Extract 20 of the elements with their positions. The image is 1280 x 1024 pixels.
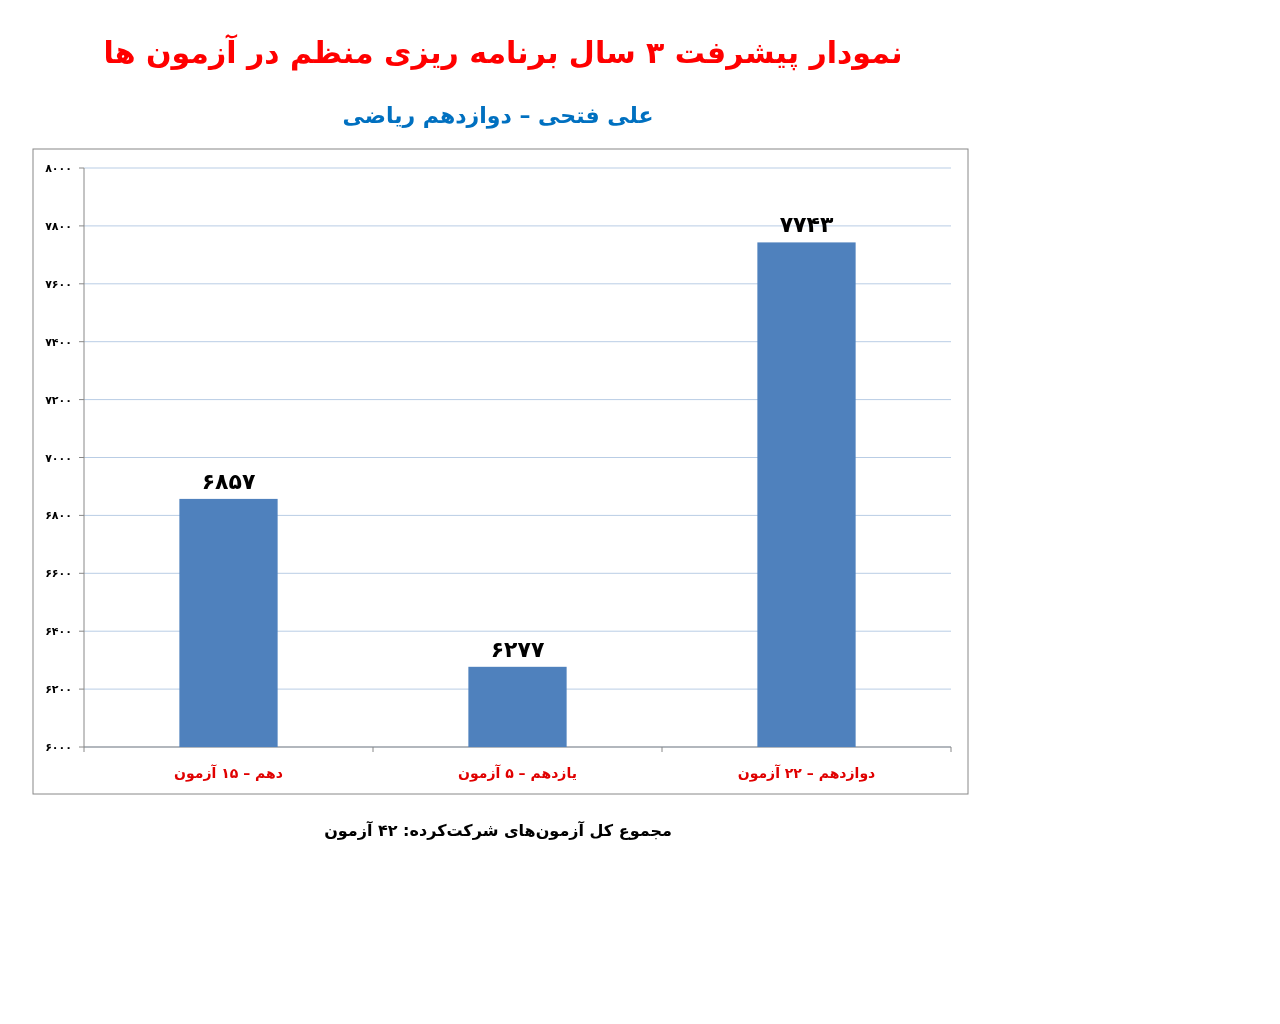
chart-title: نمودار پیشرفت ۳ سال برنامه ریزی منظم در آزمون ها bbox=[103, 34, 903, 71]
y-tick-label: ۶۰۰۰ bbox=[45, 741, 72, 754]
data-label: ۶۸۵۷ bbox=[201, 468, 256, 494]
text: مجموع کل آزمون‌های شرکت‌کرده: ۴۲ آزمون bbox=[324, 820, 672, 840]
data-label: ۷۷۴۳ bbox=[779, 212, 834, 238]
y-tick-label: ۶۴۰۰ bbox=[45, 625, 72, 639]
y-tick-label: ۷۲۰۰ bbox=[45, 393, 72, 407]
x-tick-label: دهم – ۱۵ آزمون bbox=[174, 764, 283, 782]
y-tick-label: ۷۸۰۰ bbox=[45, 219, 72, 233]
chart-subtitle: علی فتحی – دوازدهم ریاضی bbox=[342, 103, 654, 129]
y-tick-label: ۷۴۰۰ bbox=[45, 335, 72, 349]
y-tick-label: ۶۲۰۰ bbox=[45, 683, 72, 697]
data-label: ۶۲۷۷ bbox=[490, 636, 545, 662]
x-tick-label: یازدهم – ۵ آزمون bbox=[458, 764, 577, 782]
x-tick-label: دوازدهم – ۲۲ آزمون bbox=[737, 764, 876, 782]
y-tick-label: ۷۰۰۰ bbox=[45, 451, 72, 465]
y-tick-label: ۶۸۰۰ bbox=[45, 509, 72, 523]
y-tick-label: ۶۶۰۰ bbox=[45, 567, 72, 581]
y-tick-label: ۷۶۰۰ bbox=[45, 277, 72, 291]
y-tick-label: ۸۰۰۰ bbox=[45, 162, 72, 175]
